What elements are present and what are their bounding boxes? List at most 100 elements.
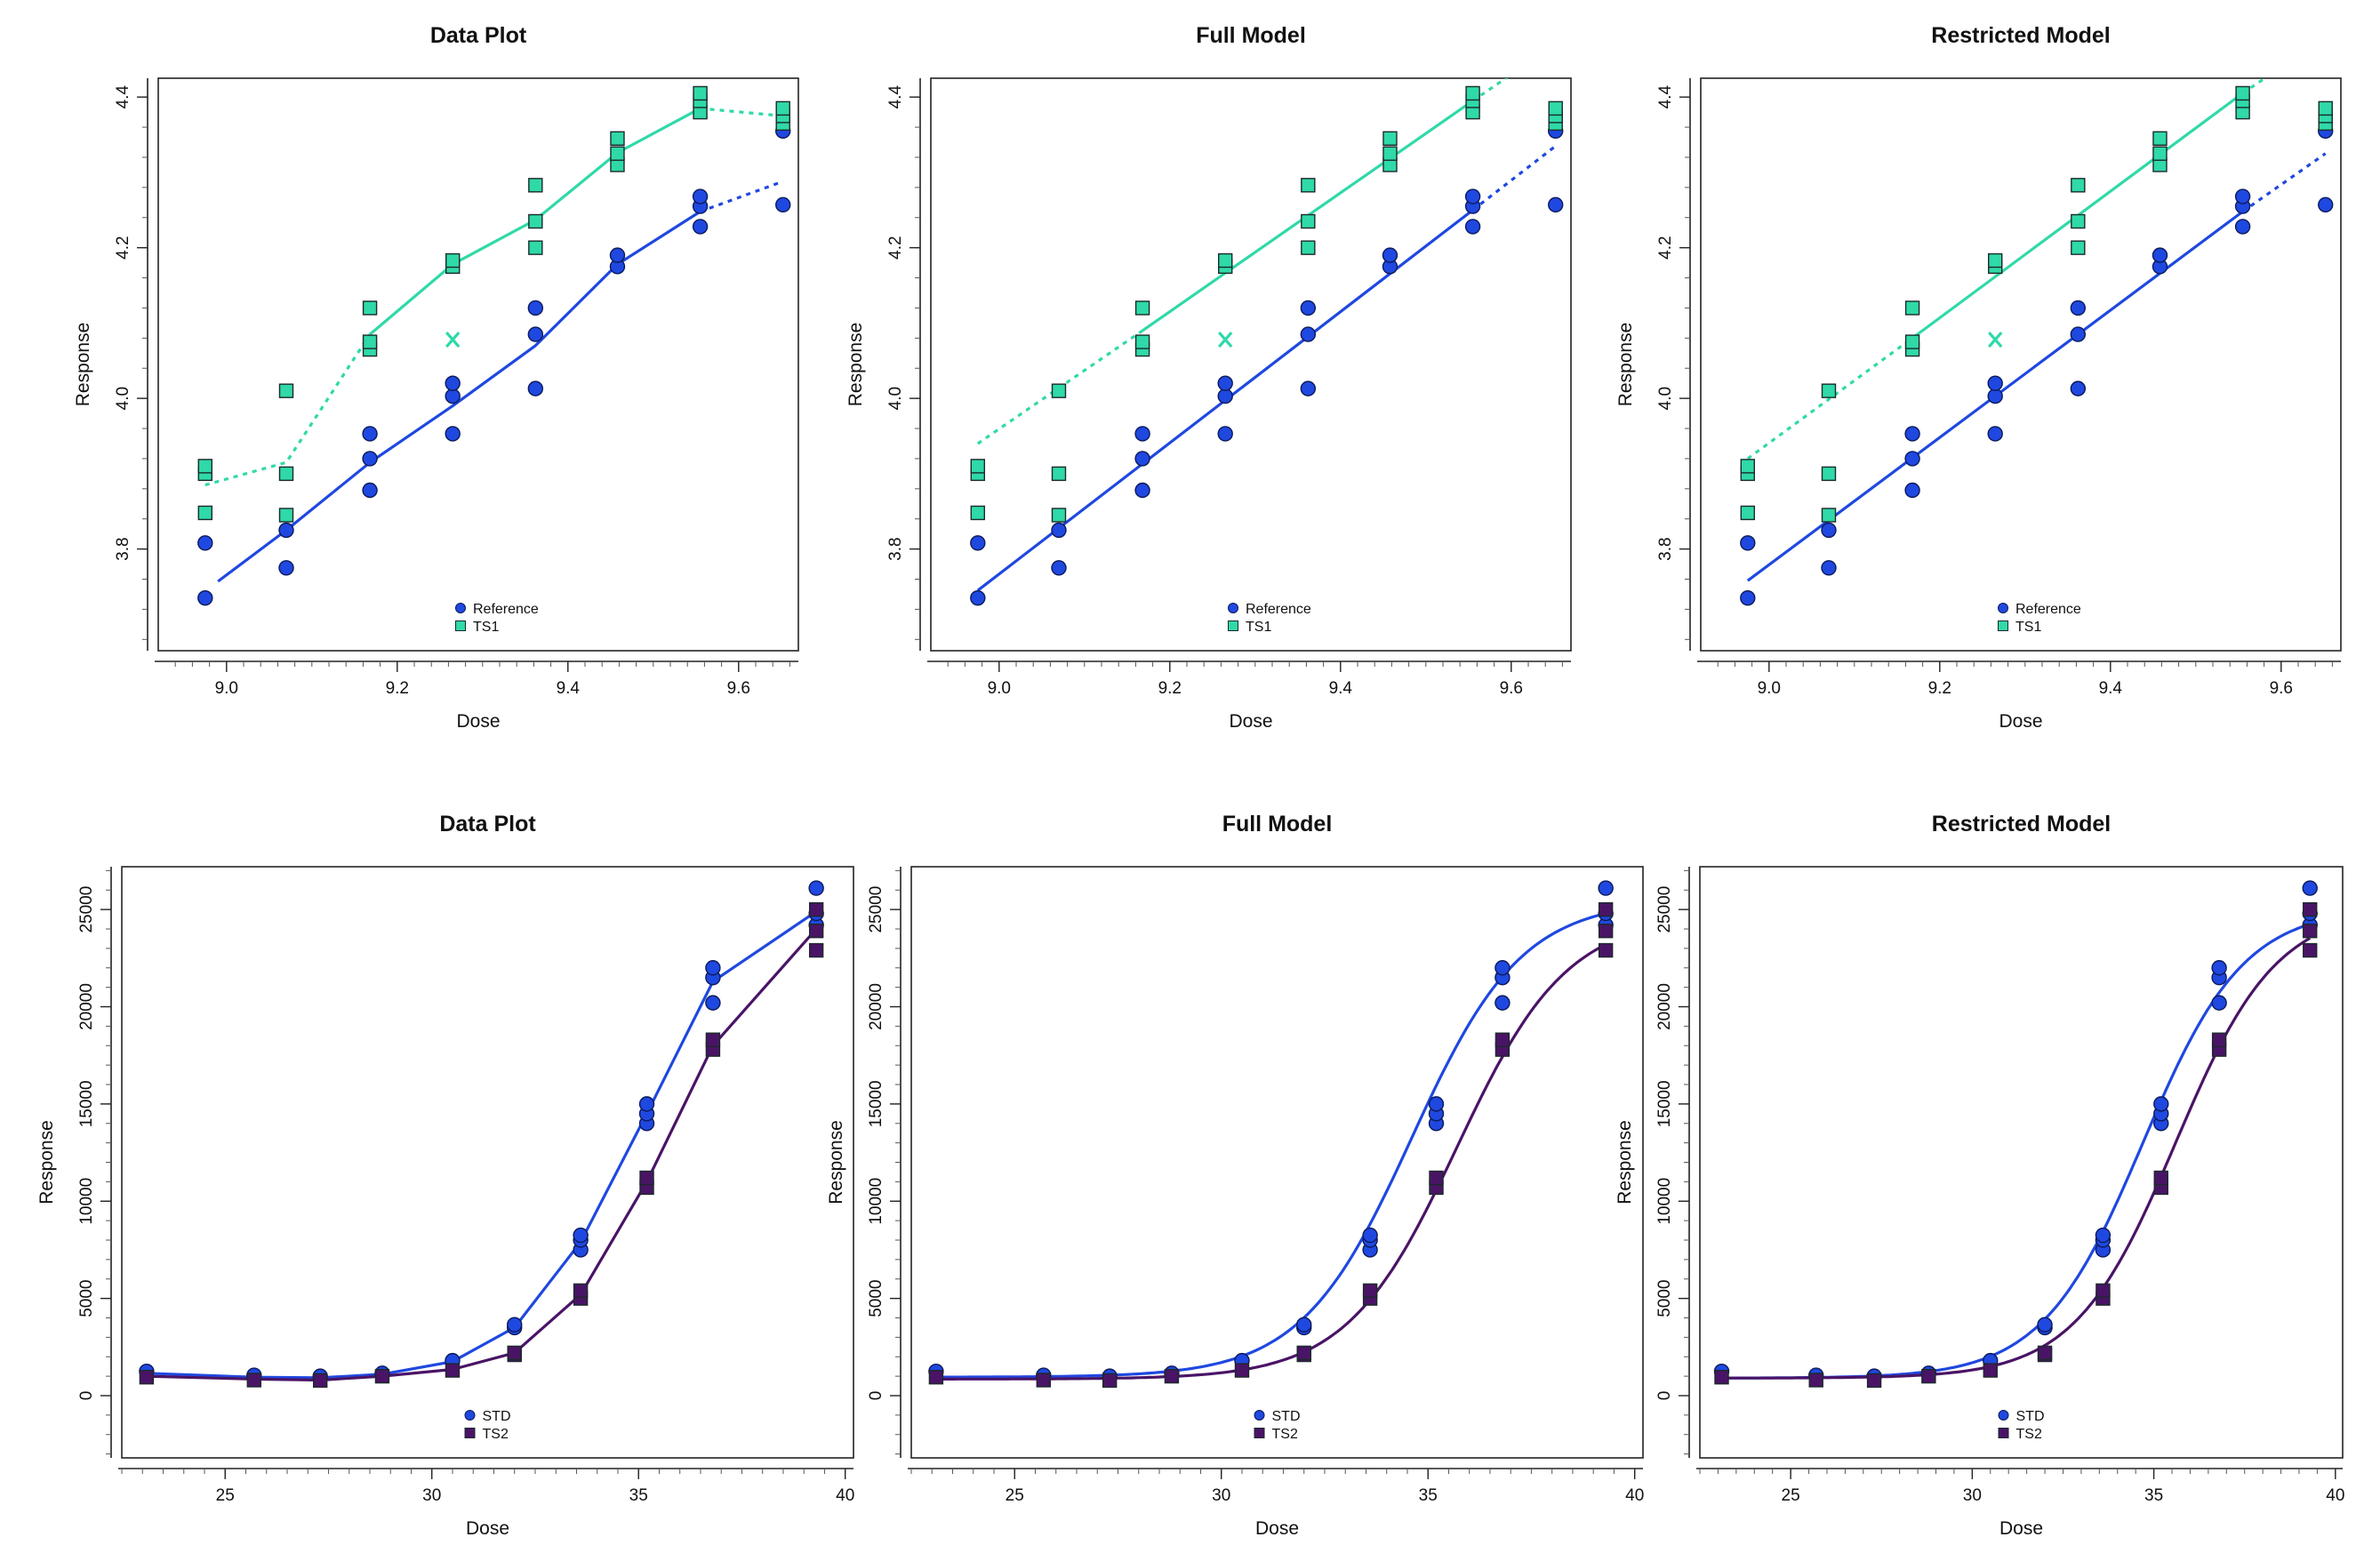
fit-line-dashed-ts1 xyxy=(204,333,372,487)
x-axis-label: Dose xyxy=(1255,1518,1299,1539)
data-point xyxy=(1987,252,2003,268)
data-point xyxy=(1134,334,1150,349)
data-point xyxy=(2211,960,2227,976)
data-point xyxy=(278,508,294,523)
data-point xyxy=(1904,300,1920,316)
series-std xyxy=(139,880,824,1384)
data-point xyxy=(2095,1227,2112,1244)
data-point xyxy=(692,188,709,204)
y-tick-label: 5000 xyxy=(77,1279,96,1317)
data-point xyxy=(1821,508,1837,523)
chart-title: Restricted Model xyxy=(1931,23,2110,48)
data-point xyxy=(1428,1096,1445,1112)
x-axis-label: Dose xyxy=(456,711,500,732)
x-axis-label: Dose xyxy=(1999,1518,2043,1539)
y-tick-label: 25000 xyxy=(1655,886,1674,933)
fit-line-ts2 xyxy=(146,927,818,1382)
data-point xyxy=(808,923,824,939)
series-ts2 xyxy=(1714,901,2318,1389)
data-point xyxy=(362,426,378,442)
data-point xyxy=(278,522,294,539)
data-point xyxy=(1987,426,2003,442)
series-ts1 xyxy=(197,85,790,523)
data-point xyxy=(638,1096,655,1112)
plot-frame xyxy=(1699,866,2344,1459)
data-point xyxy=(1362,1227,1378,1244)
x-tick-label: 35 xyxy=(629,1486,648,1505)
legend: STD TS2 xyxy=(1998,1409,2045,1442)
legend-marker xyxy=(1254,1410,1265,1421)
legend: Reference TS1 xyxy=(455,602,539,635)
data-point xyxy=(2302,880,2318,896)
fit-lines xyxy=(146,909,818,1382)
data-point xyxy=(1714,1370,1729,1385)
series-std xyxy=(1713,880,2318,1384)
plot-frame xyxy=(930,77,1572,652)
data-point xyxy=(1495,995,1511,1011)
data-point xyxy=(1740,589,1756,606)
chart-panel-6: Restricted Model 25 30 35 40 Dose 0 5000 10000 15… xyxy=(1615,812,2344,1539)
data-point xyxy=(1051,522,1067,539)
data-point xyxy=(2152,146,2168,161)
data-point xyxy=(2152,247,2168,263)
data-point xyxy=(1740,459,1756,474)
y-tick-label: 15000 xyxy=(867,1080,885,1127)
data-point xyxy=(1598,942,1614,958)
series-ts1 xyxy=(1740,85,2333,523)
data-point xyxy=(2211,1032,2227,1047)
data-point xyxy=(808,901,824,917)
y-axis: 3.8 4.0 4.2 4.4 Response xyxy=(73,78,148,651)
y-tick-label: 5000 xyxy=(1655,1279,1674,1317)
y-axis-label: Response xyxy=(826,1120,846,1205)
x-tick-label: 9.4 xyxy=(2099,679,2123,698)
legend: STD TS2 xyxy=(464,1409,511,1442)
data-point xyxy=(1740,535,1756,551)
y-tick-label: 20000 xyxy=(867,983,885,1030)
y-axis-label: Response xyxy=(36,1120,57,1205)
data-point xyxy=(2303,942,2318,958)
y-tick-label: 0 xyxy=(867,1391,885,1401)
legend-label: Reference xyxy=(2015,602,2081,617)
data-point xyxy=(692,219,709,235)
data-point xyxy=(1495,960,1511,976)
y-axis: 0 5000 10000 15000 20000 25000 Response xyxy=(1615,867,1690,1458)
data-point xyxy=(527,326,544,342)
x-tick-label: 9.0 xyxy=(988,679,1011,698)
legend-marker xyxy=(455,620,466,631)
legend-label: TS1 xyxy=(1246,620,1271,635)
data-point xyxy=(573,1283,589,1299)
legend-marker xyxy=(1998,603,2008,613)
legend-marker xyxy=(1228,620,1238,631)
y-tick-label: 4.2 xyxy=(1656,236,1675,259)
data-point xyxy=(2070,380,2087,396)
data-point xyxy=(1301,240,1316,255)
y-tick-label: 10000 xyxy=(77,1178,96,1225)
y-tick-label: 4.2 xyxy=(886,236,905,259)
fit-line-std xyxy=(1721,923,2311,1380)
legend-marker xyxy=(1254,1428,1265,1438)
data-point xyxy=(970,589,986,606)
data-point xyxy=(1134,426,1150,442)
x-axis: 25 30 35 40 Dose xyxy=(118,1468,854,1539)
data-point xyxy=(1382,146,1398,161)
x-tick-label: 9.6 xyxy=(2270,679,2293,698)
y-tick-label: 0 xyxy=(77,1391,96,1401)
y-tick-label: 4.0 xyxy=(886,387,905,410)
x-tick-label: 30 xyxy=(1212,1486,1230,1505)
data-point xyxy=(1987,388,2003,404)
legend-label: Reference xyxy=(473,602,539,617)
y-tick-label: 15000 xyxy=(77,1080,96,1127)
chart-title: Full Model xyxy=(1222,812,1333,837)
data-point xyxy=(1464,188,1481,204)
data-point xyxy=(1102,1373,1118,1389)
data-point xyxy=(1464,219,1481,235)
x-tick-label: 9.0 xyxy=(215,679,238,698)
data-point xyxy=(527,380,544,396)
data-point xyxy=(2211,995,2227,1011)
y-tick-label: 20000 xyxy=(1655,983,1674,1030)
series-ts2 xyxy=(139,901,824,1389)
fit-line-dashed-reference xyxy=(700,180,784,213)
y-tick-label: 3.8 xyxy=(114,537,132,560)
data-point xyxy=(528,213,543,229)
